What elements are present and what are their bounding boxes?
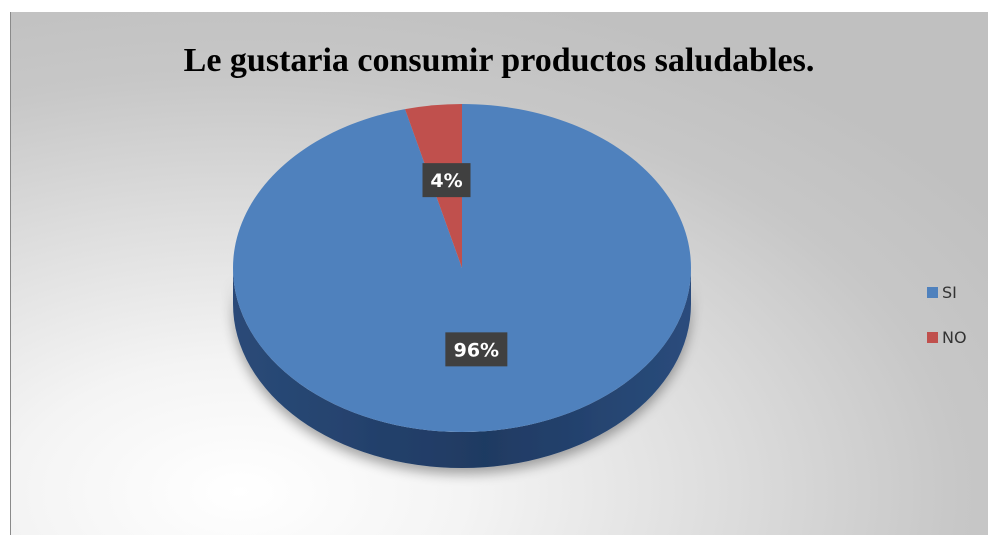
chart-area: Le gustaria consumir productos saludable…: [10, 12, 988, 535]
data-label-si: 96%: [445, 332, 508, 367]
pie-chart: 96% 4%: [232, 104, 691, 468]
legend-label-si: SI: [942, 282, 957, 302]
data-label-no: 4%: [422, 163, 471, 198]
legend-swatch-no: [927, 331, 938, 343]
legend-item-si: SI: [927, 280, 967, 304]
svg-text:96%: 96%: [454, 339, 499, 361]
svg-text:4%: 4%: [430, 170, 462, 192]
legend: SI NO: [927, 280, 967, 370]
legend-item-no: NO: [927, 325, 967, 349]
chart-title: Le gustaria consumir productos saludable…: [183, 42, 815, 79]
pie-slice-si: [232, 104, 691, 432]
legend-swatch-si: [927, 286, 938, 298]
pie-side-wall: [233, 268, 691, 468]
legend-label-no: NO: [942, 327, 967, 347]
